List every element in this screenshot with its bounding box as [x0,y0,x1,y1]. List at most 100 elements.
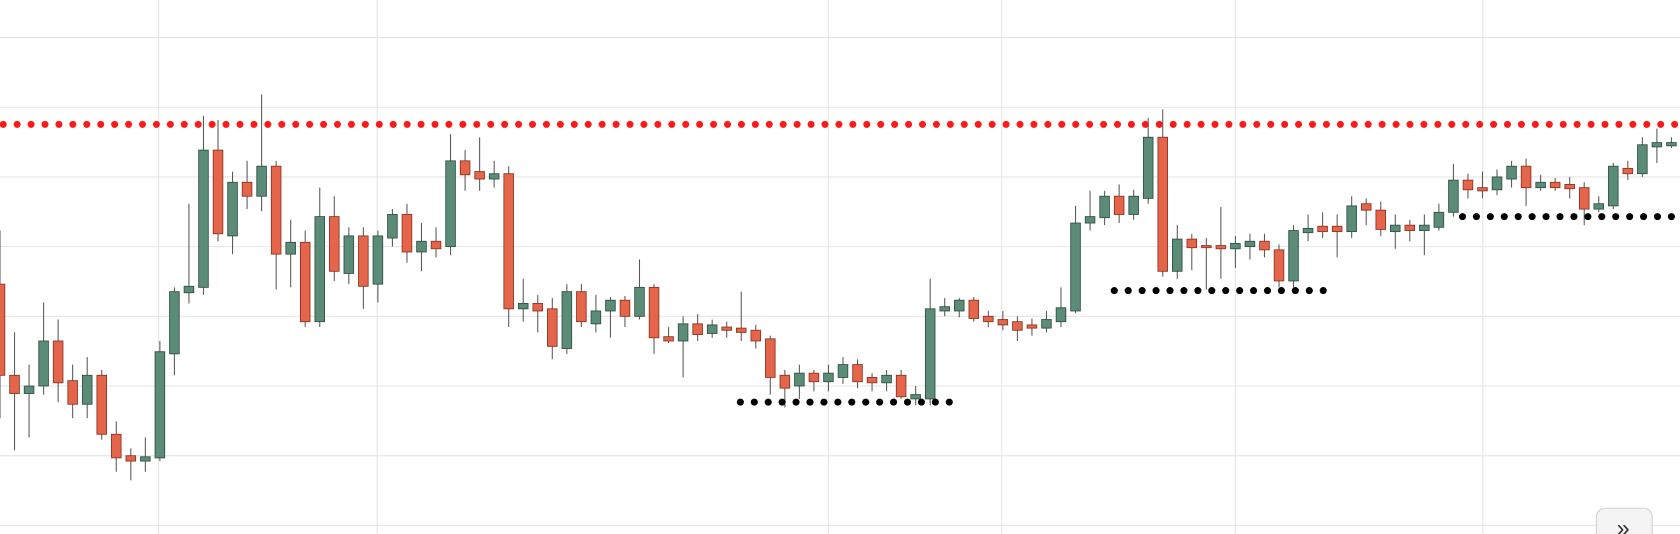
candle-body [924,308,936,400]
candle-body [241,181,253,197]
level-dot [1250,287,1258,295]
level-dot [222,120,230,128]
candle-body [1608,165,1619,207]
level-dot [501,120,509,128]
candle-body [954,299,965,312]
candle-body [1099,195,1110,219]
level-dot [696,120,704,128]
candle-body [968,299,980,319]
candle-body [648,286,660,339]
level-dot [1208,287,1216,295]
candle-body [706,324,718,334]
level-dot [570,120,578,128]
candle-body [561,291,573,349]
level-dot [1239,120,1247,128]
scroll-button-label[interactable]: » [1617,515,1630,534]
level-dot [945,398,953,406]
level-dot [1598,213,1606,221]
candle-body [299,241,311,323]
level-dot [1044,120,1052,128]
level-dot [1490,120,1498,128]
level-dot [1141,120,1149,128]
candle-body [1331,225,1343,233]
candle-body [881,374,892,384]
level-dot [1615,120,1623,128]
candle-body [1622,167,1634,175]
candle-body [1564,184,1575,190]
level-dot [333,120,342,128]
candle-body [1578,187,1590,210]
candle-body [1462,179,1474,191]
candle-body [1201,245,1212,249]
scroll-button-box[interactable] [1595,507,1653,534]
level-dot [820,398,828,406]
candle-body [1535,181,1546,189]
level-dot [1378,120,1386,128]
level-dot [306,120,314,128]
candle-body [808,372,820,383]
candle-body [1433,211,1445,228]
candle-body [1157,136,1168,272]
level-dot [779,120,787,128]
level-dot [1350,120,1358,128]
candle-body [517,303,529,310]
level-dot [236,120,244,128]
candle-body [358,235,369,287]
level-dot [166,120,174,128]
candle-body [183,285,195,294]
candle-body [939,306,950,312]
candle-body [692,323,703,335]
candle-body [1244,240,1256,248]
candle-body [1448,179,1459,213]
level-dot [862,398,870,406]
level-dot [682,120,690,128]
level-dot [320,120,328,128]
level-dot [152,120,160,128]
candle-body [1346,205,1357,233]
candle-body [445,160,456,248]
candle-body [38,340,49,387]
candle-body [1491,176,1503,191]
candle-body [1259,240,1270,251]
candle-body [1637,144,1648,175]
candle-body [1651,142,1663,148]
candle-body [1273,249,1285,282]
candle-body [1302,227,1314,234]
scroll-button[interactable]: » [1595,507,1653,534]
candle-body [198,149,209,288]
level-dot [1517,120,1525,128]
candle-body [9,374,20,394]
level-dot [806,398,814,406]
level-dot [1486,213,1494,221]
candle-body [823,372,834,383]
level-line [1110,287,1327,295]
level-dot [778,398,786,406]
candle-body [547,308,558,347]
level-dot [1657,120,1665,128]
level-dot [1601,120,1609,128]
level-dot [1612,213,1620,221]
candle-body [590,310,602,325]
candle-body [270,165,282,255]
candle-body [1317,225,1328,233]
level-dot [41,120,49,128]
level-dot [194,120,202,128]
level-dot [946,120,954,128]
level-dot [1197,120,1205,128]
level-dot [1420,120,1428,128]
candle-body [605,299,616,312]
level-dot [1448,120,1456,128]
level-dot [793,120,801,128]
candle-body [634,286,645,317]
level-dot [1281,120,1289,128]
level-dot [876,398,884,406]
level-dot [863,120,871,128]
level-dot [1653,213,1662,221]
level-dot [1124,287,1132,295]
candle-body [663,336,674,342]
candle-body [1215,245,1227,250]
level-dot [1570,213,1578,221]
candle-body [1142,136,1154,199]
level-dot [1364,120,1372,128]
